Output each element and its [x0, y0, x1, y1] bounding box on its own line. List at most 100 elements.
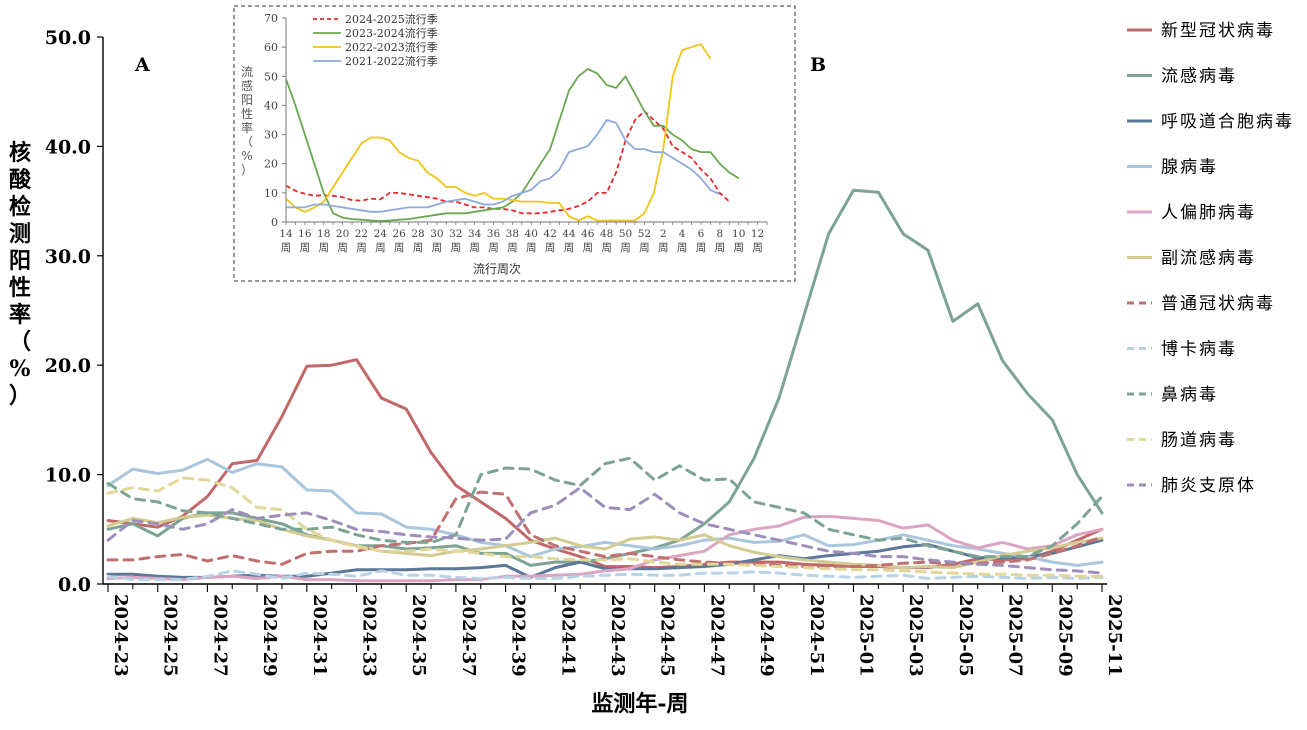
- inset-x-tick-num: 32: [449, 228, 462, 240]
- inset-y-label-char: 流: [241, 65, 253, 79]
- y-tick-label: 40.0: [45, 136, 91, 158]
- inset-x-tick-unit: 周: [337, 242, 348, 254]
- inset-x-tick-num: 18: [317, 228, 330, 240]
- y-axis-label-char: ）: [8, 383, 31, 409]
- x-tick-label: 2024-51: [806, 594, 827, 677]
- inset-x-tick-num: 4: [679, 228, 686, 240]
- x-tick-label: 2024-39: [508, 594, 529, 677]
- x-tick-label: 2025-05: [955, 594, 976, 677]
- series-line-10: [106, 486, 1104, 575]
- legend-label: 流感病毒: [1161, 67, 1237, 87]
- inset-x-tick-label: 50 周: [619, 228, 632, 254]
- inset-x-tick-label: 30 周: [430, 228, 443, 254]
- inset-x-tick-label: 40 周: [525, 228, 538, 254]
- x-tick-label: 2025-01: [856, 594, 877, 677]
- inset-x-tick-unit: 周: [507, 242, 518, 254]
- x-tick-label: 2024-49: [756, 594, 777, 677]
- inset-legend: 2024-2025流行季2023-2024流行季2022-2023流行季2021…: [313, 12, 438, 68]
- series-line-3: [106, 457, 1104, 567]
- legend-label: 新型冠状病毒: [1161, 21, 1275, 41]
- inset-x-tick-num: 46: [581, 228, 595, 240]
- inset-series-line-1: [285, 68, 740, 223]
- inset-legend-label: 2022-2023流行季: [345, 40, 438, 54]
- inset-series-line-3: [286, 119, 721, 213]
- x-tick-label: 2024-37: [458, 594, 479, 677]
- series-line-9: [106, 476, 1104, 578]
- inset-y-label-char: （: [241, 135, 253, 149]
- legend-label: 肺炎支原体: [1161, 476, 1256, 496]
- legend: 新型冠状病毒流感病毒呼吸道合胞病毒腺病毒人偏肺病毒副流感病毒普通冠状病毒博卡病毒…: [1127, 21, 1294, 496]
- inset-x-tick-unit: 周: [394, 242, 405, 254]
- inset-x-tick-num: 12: [751, 228, 764, 240]
- x-tick-label: 2024-33: [359, 594, 380, 677]
- inset-x-tick-label: 52 周: [638, 228, 651, 254]
- legend-label: 呼吸道合胞病毒: [1161, 112, 1294, 132]
- inset-y-tick-label: 50: [264, 70, 278, 83]
- inset-x-tick-unit: 周: [281, 242, 292, 254]
- inset-x-tick-unit: 周: [488, 242, 499, 254]
- inset-frame: [233, 5, 796, 282]
- inset-y-tick-label: 40: [264, 99, 278, 112]
- x-tick-label: 2024-45: [657, 594, 678, 677]
- inset-y-label-char: 性: [241, 107, 253, 121]
- inset-x-tick-label: 8周: [715, 228, 726, 254]
- y-tick-label: 30.0: [45, 246, 91, 268]
- panel-label-a: A: [134, 54, 150, 76]
- x-tick-label: 2024-27: [209, 594, 230, 677]
- inset-y-label-char: ）: [241, 163, 253, 177]
- y-tick-label: 20.0: [45, 355, 91, 377]
- inset-x-tick-label: 46 周: [581, 228, 595, 254]
- inset-x-tick-unit: 周: [601, 242, 612, 254]
- inset-x-axis-label: 流行周次: [473, 262, 521, 276]
- inset-x-tick-num: 42: [543, 228, 556, 240]
- x-tick-label: 2025-09: [1054, 594, 1075, 677]
- inset-legend-label: 2024-2025流行季: [345, 12, 438, 26]
- series-line-7: [106, 569, 1104, 582]
- inset-x-tick-num: 16: [298, 228, 312, 240]
- y-tick-label: 50.0: [45, 27, 91, 49]
- inset-y-tick-label: 10: [264, 187, 278, 200]
- inset-y-label-char: 感: [241, 78, 253, 93]
- inset-x-tick-num: 28: [411, 228, 424, 240]
- inset-x-tick-num: 52: [638, 228, 651, 240]
- y-axis-label-char: 测: [8, 221, 31, 247]
- x-tick-label: 2024-47: [706, 594, 727, 677]
- inset-y-label-char: 阳: [241, 93, 253, 107]
- y-axis-label: 核酸检测阳性率（%）: [4, 140, 36, 410]
- inset-x-tick-unit: 周: [545, 242, 556, 254]
- inset-x-tick-label: 32 周: [449, 228, 462, 254]
- inset-x-tick-num: 22: [355, 228, 368, 240]
- inset-x-tick-num: 36: [487, 228, 501, 240]
- inset-x-tick-unit: 周: [318, 242, 329, 254]
- y-axis-label-char: 核: [8, 140, 31, 166]
- inset-x-tick-label: 44 周: [562, 228, 576, 254]
- inset-x-tick-num: 8: [716, 228, 723, 240]
- inset-x-tick-label: 36 周: [487, 228, 501, 254]
- inset-x-tick-unit: 周: [639, 242, 650, 254]
- inset-x-tick-label: 38 周: [506, 228, 519, 254]
- inset-x-tick-num: 2: [660, 228, 667, 240]
- inset-x-tick-num: 24: [374, 228, 388, 240]
- inset-x-tick-num: 14: [279, 228, 293, 240]
- inset-x-tick-label: 34 周: [468, 228, 482, 254]
- inset-x-tick-num: 34: [468, 228, 482, 240]
- x-tick-label: 2024-25: [160, 594, 181, 677]
- inset-y-label-char: 率: [241, 120, 253, 135]
- legend-label: 人偏肺病毒: [1161, 203, 1256, 223]
- series-line-6: [106, 490, 1104, 568]
- inset-axes: 01020304050607014周16周18周20周22周24周26周28周3…: [264, 12, 768, 254]
- panel-label-b: B: [810, 54, 826, 76]
- inset-x-tick-num: 20: [336, 228, 349, 240]
- inset-y-tick-label: 70: [264, 12, 278, 25]
- legend-label: 鼻病毒: [1161, 385, 1218, 405]
- inset-x-tick-label: 2周: [658, 228, 669, 254]
- inset-x-tick-unit: 周: [696, 242, 707, 254]
- series-line-8: [106, 456, 1104, 559]
- legend-label: 博卡病毒: [1161, 340, 1237, 360]
- x-tick-label: 2024-35: [408, 594, 429, 677]
- inset-x-tick-unit: 周: [413, 242, 424, 254]
- inset-x-tick-label: 26 周: [392, 228, 406, 254]
- inset-y-label-char: %: [241, 149, 252, 163]
